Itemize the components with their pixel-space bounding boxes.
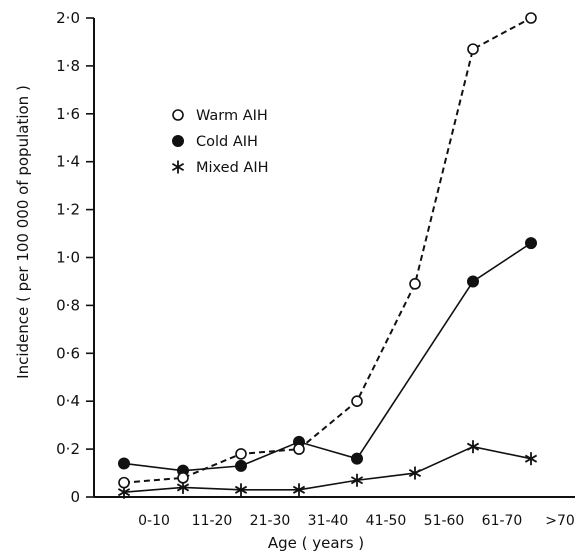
x-tick-label: 61-70 [482,513,523,529]
x-tick-label: 51-60 [424,513,465,529]
data-point [408,466,422,480]
x-tick-label: >70 [545,513,575,529]
data-point [466,440,480,454]
legend-marker [171,160,185,174]
legend-marker [172,109,184,121]
y-tick-label: 2·0 [56,9,80,27]
y-tick-label: 1·0 [56,249,80,267]
data-point [350,473,364,487]
series-line-mixed-aih [123,445,532,494]
data-point [118,457,130,470]
data-point [293,443,305,455]
data-point [524,452,538,466]
legend-label: Warm AIH [196,108,268,124]
x-tick-label: 0-10 [138,513,170,529]
data-point [409,278,421,290]
data-point [351,452,363,465]
y-tick-label: 1·4 [56,153,80,171]
y-tick-label: 0·6 [56,344,80,362]
y-tick-label: 0·8 [56,296,80,314]
x-tick-label: 41-50 [366,513,407,529]
data-point [177,472,189,484]
y-tick-label: 1·8 [56,57,80,75]
y-tick-label: 1·2 [56,201,80,219]
data-point [351,395,363,408]
x-tick-label: 11-20 [192,513,233,529]
legend-marker [172,135,184,147]
y-tick-label: 1·6 [56,105,80,123]
series-line-warm-aih [123,17,532,484]
x-tick-label: 21-30 [250,513,291,529]
data-point [235,459,247,472]
legend: Warm AIH Cold AIH Mixed AIH [171,108,269,176]
y-axis-title: Incidence ( per 100 000 of population ) [14,85,32,379]
data-point [234,483,248,497]
data-point [292,483,306,497]
x-tick-label: 31-40 [308,513,349,529]
data-point [467,43,479,55]
axes [93,18,575,498]
data-point [525,237,537,250]
data-point [467,275,479,288]
legend-label: Mixed AIH [196,160,269,176]
x-axis-title: Age ( years ) [268,534,364,552]
data-point [525,12,537,24]
y-tick-label: 0 [70,488,80,506]
series-markers [117,12,538,499]
data-point [235,448,247,460]
y-ticks: 0 0·2 0·4 0·6 0·8 1·0 1·2 1·4 1·6 1·8 2·0 [56,9,94,506]
x-ticks: 0-10 11-20 21-30 31-40 41-50 51-60 61-70 >70 [138,513,575,529]
y-tick-label: 0·4 [56,392,80,410]
series-lines [123,17,532,494]
data-point [118,476,130,489]
legend-label: Cold AIH [196,134,258,150]
y-tick-label: 0·2 [56,440,80,458]
